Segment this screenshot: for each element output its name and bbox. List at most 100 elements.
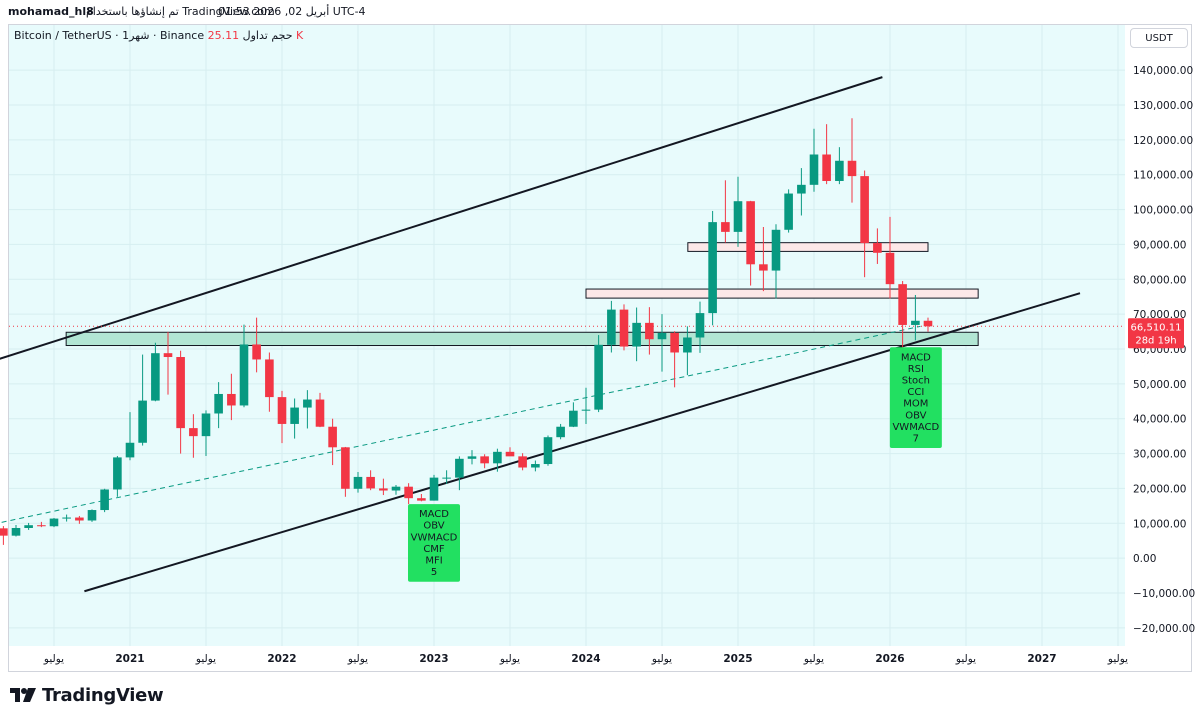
callout-text: MACD bbox=[419, 509, 449, 520]
candle-body bbox=[619, 309, 629, 347]
candle-body bbox=[404, 486, 413, 499]
candle-body bbox=[923, 320, 933, 327]
candle-body bbox=[759, 264, 768, 271]
candle-body bbox=[113, 457, 122, 490]
candle-body bbox=[75, 517, 84, 521]
candle bbox=[885, 216, 895, 299]
candle bbox=[62, 514, 71, 522]
candle-body bbox=[0, 528, 8, 536]
candle-body bbox=[227, 393, 236, 406]
current-price-tag: 66,510.11 28d 19h bbox=[1128, 318, 1184, 349]
candle-body bbox=[252, 344, 261, 360]
callout-text: VWMACD bbox=[892, 422, 939, 433]
candle bbox=[911, 294, 920, 341]
candle-body bbox=[303, 399, 312, 408]
y-tick-label: −20,000.00 bbox=[1133, 623, 1195, 635]
candle-body bbox=[138, 400, 147, 443]
candle-body bbox=[239, 344, 249, 406]
candle bbox=[607, 300, 616, 353]
currency-button[interactable]: USDT bbox=[1130, 28, 1188, 48]
candle-body bbox=[429, 477, 439, 501]
candle-body bbox=[505, 451, 515, 457]
candle-body bbox=[531, 464, 540, 468]
candle bbox=[49, 518, 59, 528]
price-tag-value: 66,510.11 bbox=[1131, 322, 1182, 333]
y-tick-label: 0.00 bbox=[1133, 553, 1156, 565]
author-name: mohamad_hl8 bbox=[8, 5, 94, 18]
candle bbox=[556, 423, 565, 440]
x-tick-label: 2024 bbox=[571, 653, 600, 665]
candle bbox=[797, 168, 806, 216]
candle bbox=[733, 176, 743, 247]
x-tick-label: 2025 bbox=[723, 653, 752, 665]
x-tick-label: يوليو bbox=[347, 653, 368, 665]
candle bbox=[835, 147, 844, 185]
candle bbox=[632, 307, 641, 362]
y-tick-label: 20,000.00 bbox=[1133, 483, 1186, 495]
price-tag-bg bbox=[1128, 318, 1184, 349]
y-tick-label: −10,000.00 bbox=[1133, 588, 1195, 600]
candle-body bbox=[125, 442, 135, 458]
candle bbox=[594, 335, 603, 413]
x-tick-label: يوليو bbox=[803, 653, 824, 665]
candle bbox=[125, 412, 135, 461]
candle bbox=[214, 382, 223, 429]
candle bbox=[721, 180, 730, 243]
candle bbox=[328, 418, 337, 466]
candle-body bbox=[467, 456, 477, 459]
candle bbox=[873, 228, 882, 264]
candle bbox=[822, 124, 831, 185]
y-tick-label: 110,000.00 bbox=[1133, 170, 1193, 182]
candle-body bbox=[847, 160, 857, 177]
candle bbox=[290, 398, 299, 439]
candle-body bbox=[455, 458, 464, 478]
y-tick-label: 130,000.00 bbox=[1133, 100, 1193, 112]
candle bbox=[24, 522, 33, 530]
candle-body bbox=[493, 451, 502, 464]
callout-text: Stoch bbox=[902, 375, 930, 386]
candle-body bbox=[860, 176, 869, 244]
candle bbox=[303, 390, 312, 429]
candle bbox=[417, 494, 426, 502]
candle-body bbox=[695, 313, 705, 338]
candle bbox=[746, 200, 755, 286]
callout-text: OBV bbox=[423, 521, 444, 532]
candle-body bbox=[290, 407, 299, 424]
candle bbox=[277, 390, 287, 444]
candle bbox=[847, 118, 857, 203]
x-tick-label: يوليو bbox=[499, 653, 520, 665]
candle-body bbox=[543, 437, 553, 465]
candle-body bbox=[341, 447, 350, 489]
horizontal-zone bbox=[585, 288, 979, 299]
x-tick-label: 2022 bbox=[267, 653, 296, 665]
candle-body bbox=[518, 456, 527, 468]
candle bbox=[645, 307, 654, 355]
candle-body bbox=[37, 525, 46, 527]
candle-body bbox=[645, 322, 654, 340]
candle bbox=[189, 414, 198, 458]
candle bbox=[341, 446, 350, 497]
callout-box bbox=[889, 347, 942, 449]
y-tick-label: 100,000.00 bbox=[1133, 205, 1193, 217]
callout-text: VWMACD bbox=[411, 532, 458, 543]
y-tick-label: 80,000.00 bbox=[1133, 274, 1186, 286]
y-tick-label: 120,000.00 bbox=[1133, 135, 1193, 147]
candle-body bbox=[417, 498, 426, 501]
candle bbox=[860, 170, 869, 278]
candle bbox=[505, 447, 515, 457]
candle bbox=[252, 317, 261, 373]
candle bbox=[11, 525, 21, 537]
candle bbox=[442, 470, 451, 484]
y-tick-label: 50,000.00 bbox=[1133, 379, 1186, 391]
callout-text: CCI bbox=[907, 387, 924, 398]
symbol-legend[interactable]: Bitcoin / TetherUS · 1شهر · Binance حجم … bbox=[14, 29, 304, 42]
chart-frame[interactable] bbox=[8, 24, 1192, 672]
y-tick-label: 30,000.00 bbox=[1133, 449, 1186, 461]
candle bbox=[784, 189, 793, 233]
candle bbox=[100, 488, 109, 513]
symbol-interval: 1شهر bbox=[122, 29, 150, 42]
candle bbox=[138, 354, 147, 446]
x-tick-label: 2023 bbox=[419, 653, 448, 665]
